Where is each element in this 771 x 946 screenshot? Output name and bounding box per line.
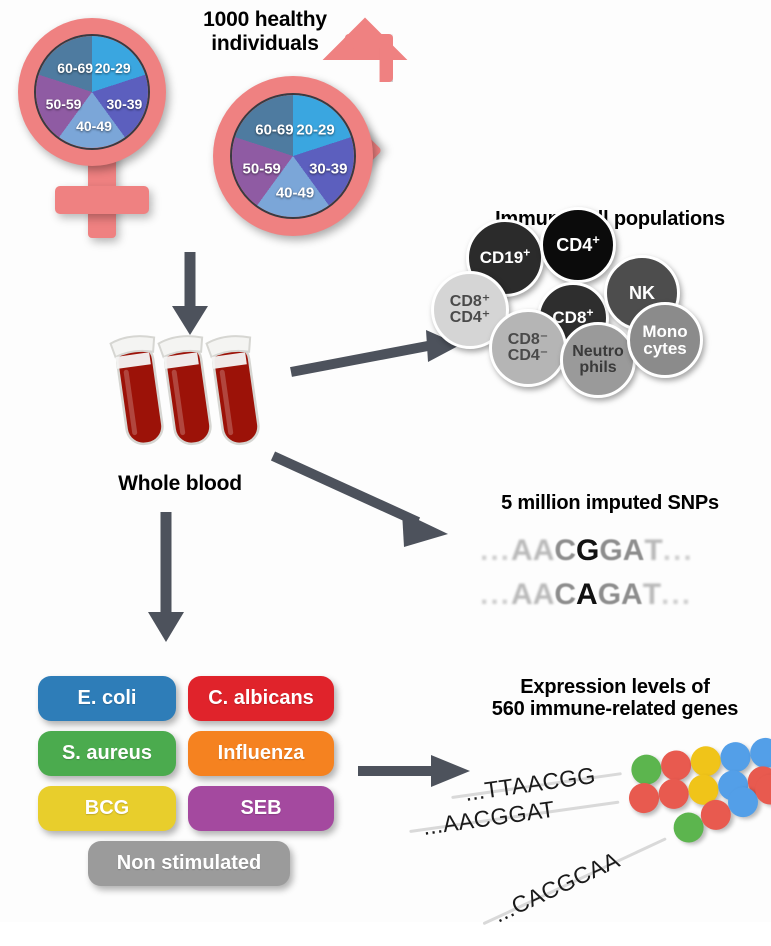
gene-bead-blue <box>748 735 771 770</box>
snp-base-A: A <box>621 578 643 611</box>
snp-base-A: A <box>622 534 645 567</box>
age-group-label-30-39: 30-39 <box>106 95 143 112</box>
gene-strands: ...TTAACGG ...AACGGAT ...CACGCAA <box>409 730 771 928</box>
snp-base-T: T <box>642 578 662 611</box>
age-pie-slices <box>232 95 354 217</box>
immune-cell-label: CD8⁺ CD4⁺ <box>449 292 491 326</box>
female-gender-symbol: 20-29 30-39 40-49 50-59 60-69 <box>10 8 190 238</box>
age-pie-slices <box>36 36 148 148</box>
age-group-label-60-69: 60-69 <box>57 60 94 77</box>
stimulus-label: Non stimulated <box>116 852 262 874</box>
stimulus-label: E. coli <box>77 687 137 709</box>
immune-cell-label: Mono cytes <box>642 321 688 358</box>
immune-cell-nk: NK <box>604 255 680 331</box>
stimulus-influenza[interactable]: Influenza <box>188 731 334 776</box>
arrow-cohort-to-blood <box>172 252 208 335</box>
gene-bead-red <box>627 781 661 816</box>
immune-cell-label: NK <box>629 282 655 303</box>
expression-heading: Expression levels of 560 immune-related … <box>465 676 765 721</box>
age-group-label-30-39: 30-39 <box>309 160 348 178</box>
expression-heading-line2: 560 immune-related genes <box>491 698 739 721</box>
age-group-label-20-29: 20-29 <box>296 121 335 139</box>
snp-base-G: G <box>597 578 622 611</box>
immune-cell-label: Neutro phils <box>572 342 624 376</box>
arrow-blood-to-snps <box>270 451 448 547</box>
snp-trailing-dots: ... <box>661 578 693 611</box>
immune-cell-label: CD8⁻ CD4⁻ <box>507 330 549 364</box>
snp-base-G: G <box>599 534 623 567</box>
male-gender-symbol: 20-29 30-39 40-49 50-59 60-69 <box>205 17 425 250</box>
immune-cell-label: CD4+ <box>556 231 600 255</box>
arrow-stimuli-to-expression <box>358 755 470 787</box>
immune-cell-cd8cd4: CD8⁺ CD4⁺ <box>431 271 509 349</box>
arrow-blood-to-stimuli <box>148 512 184 642</box>
snp-sequences: ...AACGGAT... ...AACAGAT... <box>480 534 760 624</box>
snp-base-A: A <box>511 534 533 567</box>
snp-base-G: G <box>576 534 600 567</box>
female-age-pie: 20-29 30-39 40-49 50-59 60-69 <box>34 34 150 150</box>
immune-cell-neutrophils: Neutro phils <box>560 322 636 398</box>
snp-trailing-dots: ... <box>662 534 694 567</box>
cohort-heading-line2: individuals <box>211 31 319 55</box>
female-stem-horizontal <box>55 186 149 214</box>
age-group-label-50-59: 50-59 <box>242 160 281 178</box>
stimulus-label: S. aureus <box>61 742 153 764</box>
stimulus-non-stimulated[interactable]: Non stimulated <box>88 841 290 886</box>
snp-base-A: A <box>511 578 533 611</box>
stimulus-label: SEB <box>240 797 282 819</box>
age-group-label-20-29: 20-29 <box>94 60 131 77</box>
stimulus-label: BCG <box>84 797 130 819</box>
immune-cell-cd4: CD4+ <box>540 207 616 283</box>
stimuli-panel: E. coli C. albicans S. aureus Influenza BCG S… <box>0 0 380 922</box>
age-group-label-60-69: 60-69 <box>255 121 294 139</box>
snp-base-C: C <box>554 534 577 567</box>
male-age-pie: 20-29 30-39 40-49 50-59 60-69 <box>230 93 356 219</box>
expression-heading-line1: Expression levels of <box>520 676 710 698</box>
stimulus-seb[interactable]: SEB <box>188 786 334 831</box>
stimulus-s--aureus[interactable]: S. aureus <box>38 731 176 776</box>
snp-base-A: A <box>576 578 598 611</box>
age-group-label-40-49: 40-49 <box>76 118 112 134</box>
cohort-heading: 1000 healthy individuals <box>170 8 360 55</box>
immune-cell-cluster: CD19+ CD4+ CD8+ NK CD8⁺ CD4⁺ CD8⁻ CD4⁻ Neutro phi… <box>431 207 703 398</box>
stimulus-label: Influenza <box>217 742 305 764</box>
snp-leading-dots: ... <box>480 534 512 567</box>
blood-tubes <box>109 335 260 446</box>
stimulus-c--albicans[interactable]: C. albicans <box>188 676 334 721</box>
snp-base-A: A <box>532 534 555 567</box>
snp-sequence-row: ...AACAGAT... <box>480 578 692 612</box>
whole-blood-label: Whole blood <box>118 472 242 495</box>
snp-base-C: C <box>554 578 577 611</box>
snp-base-A: A <box>532 578 555 611</box>
snp-base-T: T <box>644 534 663 567</box>
gene-bead-blue <box>718 740 753 775</box>
arrow-blood-to-immune <box>290 330 460 377</box>
gene-bead-red <box>656 776 691 811</box>
stimulus-label: C. albicans <box>208 687 314 709</box>
strand-sequence-text: ...CACGCAA <box>489 846 624 928</box>
cohort-heading-line1: 1000 healthy <box>203 8 327 31</box>
stimulus-bcg[interactable]: BCG <box>38 786 176 831</box>
snp-leading-dots: ... <box>480 578 512 611</box>
stimulus-e--coli[interactable]: E. coli <box>38 676 176 721</box>
immune-cell-label: CD8+ <box>552 305 594 328</box>
age-group-label-50-59: 50-59 <box>45 95 82 112</box>
snps-heading: 5 million imputed SNPs <box>501 492 719 514</box>
immune-cell-monocytes: Mono cytes <box>627 302 703 378</box>
immune-cell-label: CD19+ <box>479 245 531 268</box>
snp-sequence-row: ...AACGGAT... <box>480 534 694 568</box>
immune-cell-cd8cd4: CD8⁻ CD4⁻ <box>489 309 567 387</box>
age-group-label-40-49: 40-49 <box>275 184 315 202</box>
